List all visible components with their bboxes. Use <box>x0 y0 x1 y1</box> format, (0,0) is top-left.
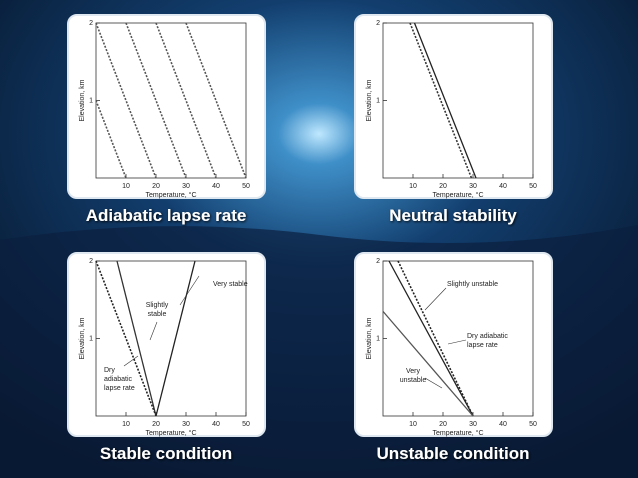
x-tick-label: 40 <box>212 421 220 428</box>
y-tick-label: 1 <box>89 335 93 342</box>
x-tick-label: 20 <box>152 421 160 428</box>
y-axis-label: Elevation, km <box>79 79 86 121</box>
annotation: lapse rate <box>104 385 135 392</box>
y-tick-label: 2 <box>89 258 93 265</box>
panel <box>354 252 553 437</box>
x-tick-label: 50 <box>529 183 537 190</box>
leader-line <box>149 321 158 341</box>
charts: 10 20 30 40 50 1 2 Temperature, °C Elevation, km… <box>67 14 553 463</box>
x-tick-label: 30 <box>469 183 477 190</box>
x-tick-label: 30 <box>182 421 190 428</box>
leader-line <box>424 377 443 389</box>
annotation: unstable <box>400 377 427 384</box>
x-tick-label: 10 <box>409 421 417 428</box>
y-tick-label: 2 <box>376 258 380 265</box>
panel <box>354 14 553 199</box>
annotation: Slightly unstable <box>447 281 498 288</box>
panel <box>67 14 266 199</box>
line-series <box>116 260 157 417</box>
x-tick-label: 50 <box>529 421 537 428</box>
x-axis-label: Temperature, °C <box>432 429 483 437</box>
x-tick-label: 50 <box>242 421 250 428</box>
leader-line <box>123 355 139 367</box>
line-series <box>397 260 474 417</box>
y-tick-label: 1 <box>376 97 380 104</box>
leader-line <box>424 287 447 311</box>
panel <box>67 252 266 437</box>
x-axis-label: Temperature, °C <box>145 191 196 199</box>
x-tick-label: 40 <box>499 183 507 190</box>
annotation: Very <box>406 368 421 375</box>
line-series <box>382 310 474 417</box>
x-tick-label: 10 <box>122 183 130 190</box>
caption: Stable condition <box>100 444 232 463</box>
line-series <box>155 260 196 417</box>
line-series <box>388 260 474 417</box>
x-tick-label: 50 <box>242 183 250 190</box>
x-tick-label: 40 <box>212 183 220 190</box>
x-tick-label: 20 <box>439 421 447 428</box>
y-axis-label: Elevation, km <box>366 317 373 359</box>
x-tick-label: 10 <box>409 183 417 190</box>
x-tick-label: 30 <box>182 183 190 190</box>
annotation: Slightly <box>146 302 169 309</box>
annotation: adiabatic <box>104 376 133 383</box>
caption: Unstable condition <box>377 444 530 463</box>
annotation: lapse rate <box>467 342 498 349</box>
y-tick-label: 1 <box>89 97 93 104</box>
y-axis-label: Elevation, km <box>366 79 373 121</box>
line-series <box>413 22 477 179</box>
x-tick-label: 20 <box>439 183 447 190</box>
y-axis-label: Elevation, km <box>79 317 86 359</box>
x-tick-label: 40 <box>499 421 507 428</box>
caption: Adiabatic lapse rate <box>86 206 247 225</box>
caption: Neutral stability <box>389 206 517 225</box>
y-tick-label: 2 <box>89 20 93 27</box>
x-tick-label: 20 <box>152 183 160 190</box>
y-tick-label: 1 <box>376 335 380 342</box>
x-tick-label: 30 <box>469 421 477 428</box>
x-axis-label: Temperature, °C <box>145 429 196 437</box>
x-axis-label: Temperature, °C <box>432 191 483 199</box>
leader-line <box>179 275 200 306</box>
leader-line <box>447 339 467 345</box>
y-tick-label: 2 <box>376 20 380 27</box>
annotation: Dry adiabatic <box>467 333 508 340</box>
annotation: Very stable <box>213 281 248 288</box>
x-tick-label: 10 <box>122 421 130 428</box>
annotation: Dry <box>104 367 115 374</box>
annotation: stable <box>148 311 167 318</box>
